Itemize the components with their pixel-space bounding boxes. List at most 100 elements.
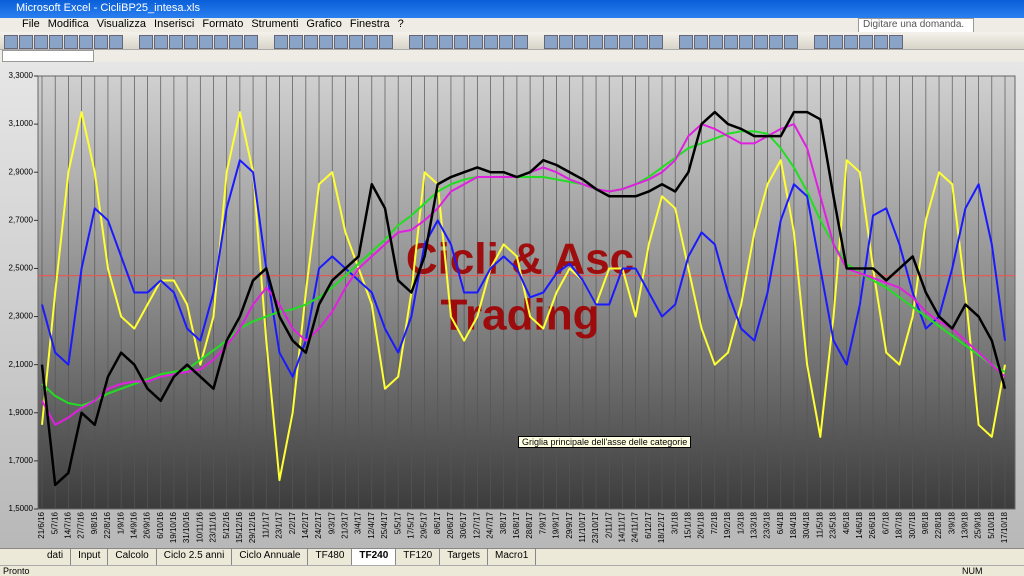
toolbar-button[interactable] bbox=[544, 35, 558, 49]
toolbar-button[interactable] bbox=[739, 35, 753, 49]
menu-item[interactable]: File bbox=[22, 18, 40, 30]
tooltip: Griglia principale dell'asse delle categ… bbox=[518, 436, 692, 448]
y-tick-label: 2,1000 bbox=[9, 360, 34, 369]
toolbar-button[interactable] bbox=[814, 35, 828, 49]
x-tick-label: 14/7/16 bbox=[63, 511, 72, 538]
toolbar-button[interactable] bbox=[559, 35, 573, 49]
toolbar-button[interactable] bbox=[859, 35, 873, 49]
toolbar-button[interactable] bbox=[169, 35, 183, 49]
y-tick-label: 2,5000 bbox=[9, 264, 34, 273]
x-tick-label: 18/7/18 bbox=[895, 511, 904, 538]
y-tick-label: 2,9000 bbox=[9, 167, 34, 176]
name-box[interactable] bbox=[2, 50, 94, 62]
chart: 21/6/16 5/7/16 14/7/16 27/7/16 9/8/16 22/8/16… bbox=[0, 62, 1024, 548]
toolbar-button[interactable] bbox=[424, 35, 438, 49]
x-tick-label: 29/12/16 bbox=[248, 511, 257, 543]
toolbar-button[interactable] bbox=[844, 35, 858, 49]
sheet-tab[interactable]: TF240 bbox=[352, 549, 397, 565]
toolbar-button[interactable] bbox=[484, 35, 498, 49]
toolbar-button[interactable] bbox=[199, 35, 213, 49]
menu-bar: Digitare una domanda. File Modifica Visuali… bbox=[0, 18, 1024, 33]
toolbar-button[interactable] bbox=[49, 35, 63, 49]
sheet-tab[interactable]: Ciclo 2.5 anni bbox=[157, 549, 233, 565]
x-tick-label: 6/12/17 bbox=[644, 511, 653, 538]
toolbar-button[interactable] bbox=[79, 35, 93, 49]
toolbar-button[interactable] bbox=[379, 35, 393, 49]
x-tick-label: 14/6/18 bbox=[855, 511, 864, 538]
menu-item[interactable]: Grafico bbox=[306, 18, 342, 30]
toolbar-button[interactable] bbox=[754, 35, 768, 49]
x-tick-label: 14/2/17 bbox=[301, 511, 310, 538]
toolbar-button[interactable] bbox=[154, 35, 168, 49]
toolbar-button[interactable] bbox=[19, 35, 33, 49]
toolbar-button[interactable] bbox=[244, 35, 258, 49]
x-tick-label: 23/10/17 bbox=[591, 511, 600, 543]
sheet-tab[interactable]: TF480 bbox=[308, 549, 353, 565]
toolbar-button[interactable] bbox=[139, 35, 153, 49]
sheet-tab[interactable]: Ciclo Annuale bbox=[232, 549, 309, 565]
toolbar-button[interactable] bbox=[289, 35, 303, 49]
toolbar-button[interactable] bbox=[499, 35, 513, 49]
toolbar-button[interactable] bbox=[319, 35, 333, 49]
toolbar-button[interactable] bbox=[439, 35, 453, 49]
sheet-tab[interactable]: Macro1 bbox=[488, 549, 537, 565]
x-tick-label: 23/1/17 bbox=[275, 511, 284, 538]
sheet-tab[interactable]: dati bbox=[40, 549, 72, 565]
toolbar-button[interactable] bbox=[589, 35, 603, 49]
menu-item[interactable]: Finestra bbox=[349, 18, 390, 30]
toolbar-button[interactable] bbox=[274, 35, 288, 49]
toolbar-button[interactable] bbox=[454, 35, 468, 49]
toolbar-button[interactable] bbox=[109, 35, 123, 49]
toolbar-button[interactable] bbox=[769, 35, 783, 49]
x-tick-label: 13/3/18 bbox=[749, 511, 758, 538]
search-box[interactable]: Digitare una domanda. bbox=[858, 18, 974, 33]
x-tick-label: 12/4/17 bbox=[367, 511, 376, 538]
toolbar-button[interactable] bbox=[784, 35, 798, 49]
toolbar-button[interactable] bbox=[184, 35, 198, 49]
toolbar-button[interactable] bbox=[349, 35, 363, 49]
x-tick-label: 1/3/18 bbox=[736, 511, 745, 534]
toolbar-button[interactable] bbox=[214, 35, 228, 49]
toolbar-button[interactable] bbox=[574, 35, 588, 49]
toolbar-button[interactable] bbox=[724, 35, 738, 49]
toolbar-button[interactable] bbox=[709, 35, 723, 49]
sheet-tab[interactable]: Input bbox=[71, 549, 109, 565]
y-tick-label: 1,7000 bbox=[9, 456, 34, 465]
sheet-tab[interactable]: TF120 bbox=[396, 549, 441, 565]
menu-item[interactable]: ? bbox=[397, 18, 404, 30]
menu-item[interactable]: Strumenti bbox=[251, 18, 299, 30]
window-title: Microsoft Excel - CicliBP25_intesa.xls bbox=[16, 2, 201, 14]
toolbar-button[interactable] bbox=[229, 35, 243, 49]
toolbar-button[interactable] bbox=[334, 35, 348, 49]
toolbar-button[interactable] bbox=[829, 35, 843, 49]
toolbar-button[interactable] bbox=[649, 35, 663, 49]
toolbar-button[interactable] bbox=[889, 35, 903, 49]
x-tick-label: 8/6/17 bbox=[433, 511, 442, 534]
menu-item[interactable]: Modifica bbox=[47, 18, 89, 30]
x-tick-label: 21/6/16 bbox=[37, 511, 46, 538]
y-tick-label: 1,5000 bbox=[9, 504, 34, 513]
x-tick-label: 14/11/17 bbox=[618, 511, 627, 542]
toolbar-button[interactable] bbox=[469, 35, 483, 49]
toolbar-button[interactable] bbox=[874, 35, 888, 49]
toolbar-button[interactable] bbox=[409, 35, 423, 49]
toolbar-button[interactable] bbox=[304, 35, 318, 49]
toolbar-button[interactable] bbox=[364, 35, 378, 49]
toolbar-button[interactable] bbox=[694, 35, 708, 49]
toolbar-button[interactable] bbox=[94, 35, 108, 49]
toolbar-button[interactable] bbox=[604, 35, 618, 49]
sheet-tab[interactable]: Calcolo bbox=[108, 549, 157, 565]
menu-item[interactable]: Formato bbox=[202, 18, 244, 30]
toolbar-button[interactable] bbox=[4, 35, 18, 49]
toolbar-button[interactable] bbox=[619, 35, 633, 49]
menu-item[interactable]: Inserisci bbox=[154, 18, 195, 30]
toolbar-button[interactable] bbox=[34, 35, 48, 49]
menu-item[interactable]: Visualizza bbox=[96, 18, 147, 30]
toolbar-button[interactable] bbox=[514, 35, 528, 49]
toolbar-button[interactable] bbox=[64, 35, 78, 49]
toolbar-button[interactable] bbox=[679, 35, 693, 49]
toolbar-button[interactable] bbox=[634, 35, 648, 49]
y-tick-label: 3,3000 bbox=[9, 71, 34, 80]
sheet-tab[interactable]: Targets bbox=[440, 549, 488, 565]
y-tick-label: 2,3000 bbox=[9, 312, 34, 321]
